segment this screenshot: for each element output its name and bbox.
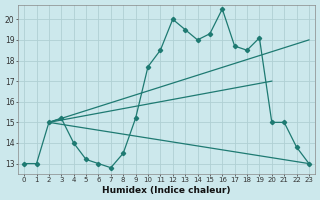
X-axis label: Humidex (Indice chaleur): Humidex (Indice chaleur) [102,186,231,195]
